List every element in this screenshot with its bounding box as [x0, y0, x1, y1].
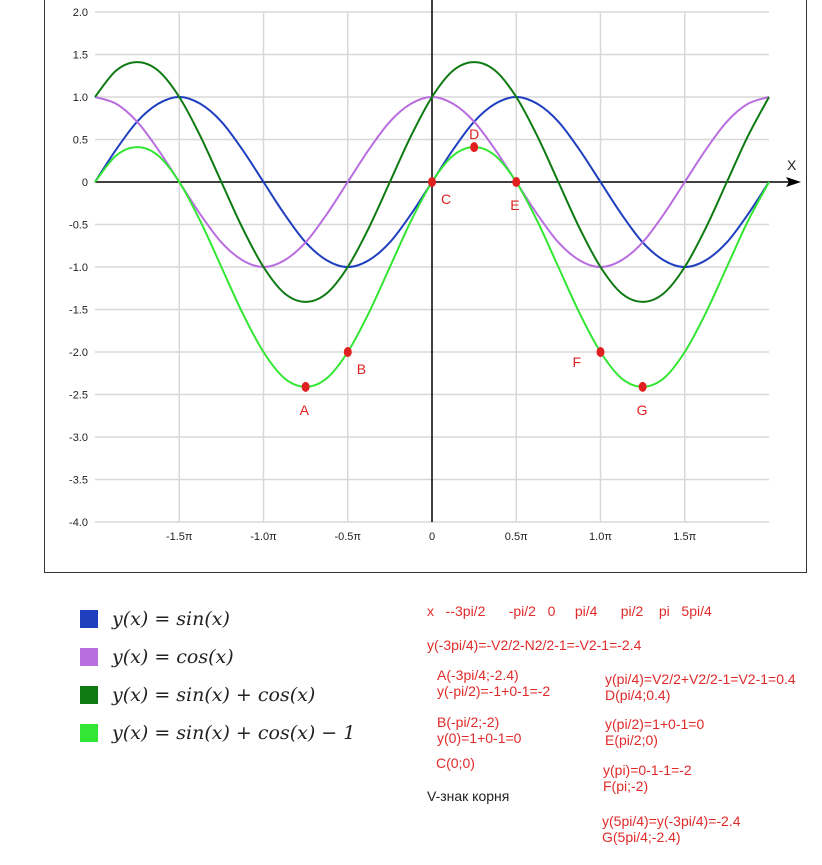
legend-label: y(x) = cos(x) — [112, 646, 234, 668]
point-marker-C — [428, 177, 436, 187]
point-label-D: D — [469, 126, 479, 142]
x-axis-arrow-icon — [786, 177, 801, 187]
y-tick-label: -1.0 — [69, 262, 88, 274]
x-tick-label: 1.0π — [589, 531, 612, 543]
point-label-E: E — [510, 197, 519, 213]
y-tick-label: -3.5 — [69, 475, 88, 487]
y-tick-label: 0.5 — [73, 135, 88, 147]
y-tick-label: -0.5 — [69, 220, 88, 232]
x-tick-label: 0.5π — [505, 531, 528, 543]
note-d: y(pi/4)=V2/2+V2/2-1=V2-1=0.4 D(pi/4;0.4) — [605, 671, 796, 703]
note-x-values: x --3pi/2 -pi/2 0 pi/4 pi/2 pi 5pi/4 — [427, 603, 712, 619]
x-tick-label: -1.0π — [250, 531, 277, 543]
y-tick-label: 1.5 — [73, 50, 88, 62]
y-tick-label: -2.5 — [69, 390, 88, 402]
legend-label: y(x) = sin(x) + cos(x) − 1 — [112, 722, 356, 744]
legend-swatch — [80, 686, 98, 704]
legend: y(x) = sin(x) y(x) = cos(x) y(x) = sin(x… — [80, 600, 355, 752]
note-a: A(-3pi/4;-2.4) y(-pi/2)=-1+0-1=-2 — [437, 667, 551, 699]
x-tick-label: 0 — [429, 531, 435, 543]
y-tick-label: -1.5 — [69, 305, 88, 317]
point-label-F: F — [573, 354, 582, 370]
legend-item-sin: y(x) = sin(x) — [80, 600, 355, 638]
y-tick-label: 1.0 — [73, 92, 88, 104]
point-label-A: A — [300, 402, 310, 418]
point-marker-G — [638, 381, 647, 392]
chart-frame — [44, 0, 807, 573]
x-tick-label: -1.5π — [166, 531, 193, 543]
legend-item-sum-minus-one: y(x) = sin(x) + cos(x) − 1 — [80, 714, 355, 752]
y-tick-label: 2.0 — [73, 7, 88, 19]
note-c: C(0;0) — [436, 755, 475, 771]
point-marker-A — [301, 381, 310, 392]
y-tick-label: -2.0 — [69, 347, 88, 359]
note-e: y(pi/2)=1+0-1=0 E(pi/2;0) — [605, 716, 705, 748]
y-tick-label: -3.0 — [69, 432, 88, 444]
note-g: y(5pi/4)=y(-3pi/4)=-2.4 G(5pi/4;-2.4) — [602, 813, 741, 845]
chart: 2.0 1.5 1.0 0.5 0 -0.5 -1.0 -1.5 -2.0 -2.5 -3.0 -3.… — [69, 0, 801, 543]
note-b: B(-pi/2;-2) y(0)=1+0-1=0 — [437, 714, 522, 746]
point-marker-B — [343, 347, 352, 357]
y-tick-label: -4.0 — [69, 517, 88, 529]
point-marker-E — [512, 177, 521, 187]
point-label-C: C — [441, 191, 451, 207]
y-tick-label: 0 — [82, 177, 88, 189]
point-label-B: B — [357, 361, 366, 377]
legend-label: y(x) = sin(x) + cos(x) — [112, 684, 316, 706]
legend-label: y(x) = sin(x) — [112, 608, 230, 630]
point-marker-F — [596, 347, 605, 357]
note-y-a: y(-3pi/4)=-V2/2-N2/2-1=-V2-1=-2.4 — [427, 637, 642, 653]
legend-swatch — [80, 610, 98, 628]
legend-swatch — [80, 724, 98, 742]
series-line-2 — [94, 61, 770, 303]
x-axis-label: X — [787, 157, 797, 173]
x-tick-label: 1.5π — [673, 531, 696, 543]
legend-item-sum: y(x) = sin(x) + cos(x) — [80, 676, 355, 714]
point-marker-D — [470, 142, 479, 153]
note-f: y(pi)=0-1-1=-2 F(pi;-2) — [603, 762, 692, 794]
legend-item-cos: y(x) = cos(x) — [80, 638, 355, 676]
x-tick-label: -0.5π — [334, 531, 361, 543]
point-label-G: G — [637, 402, 648, 418]
legend-swatch — [80, 648, 98, 666]
note-root-sign: V-знак корня — [427, 788, 510, 804]
